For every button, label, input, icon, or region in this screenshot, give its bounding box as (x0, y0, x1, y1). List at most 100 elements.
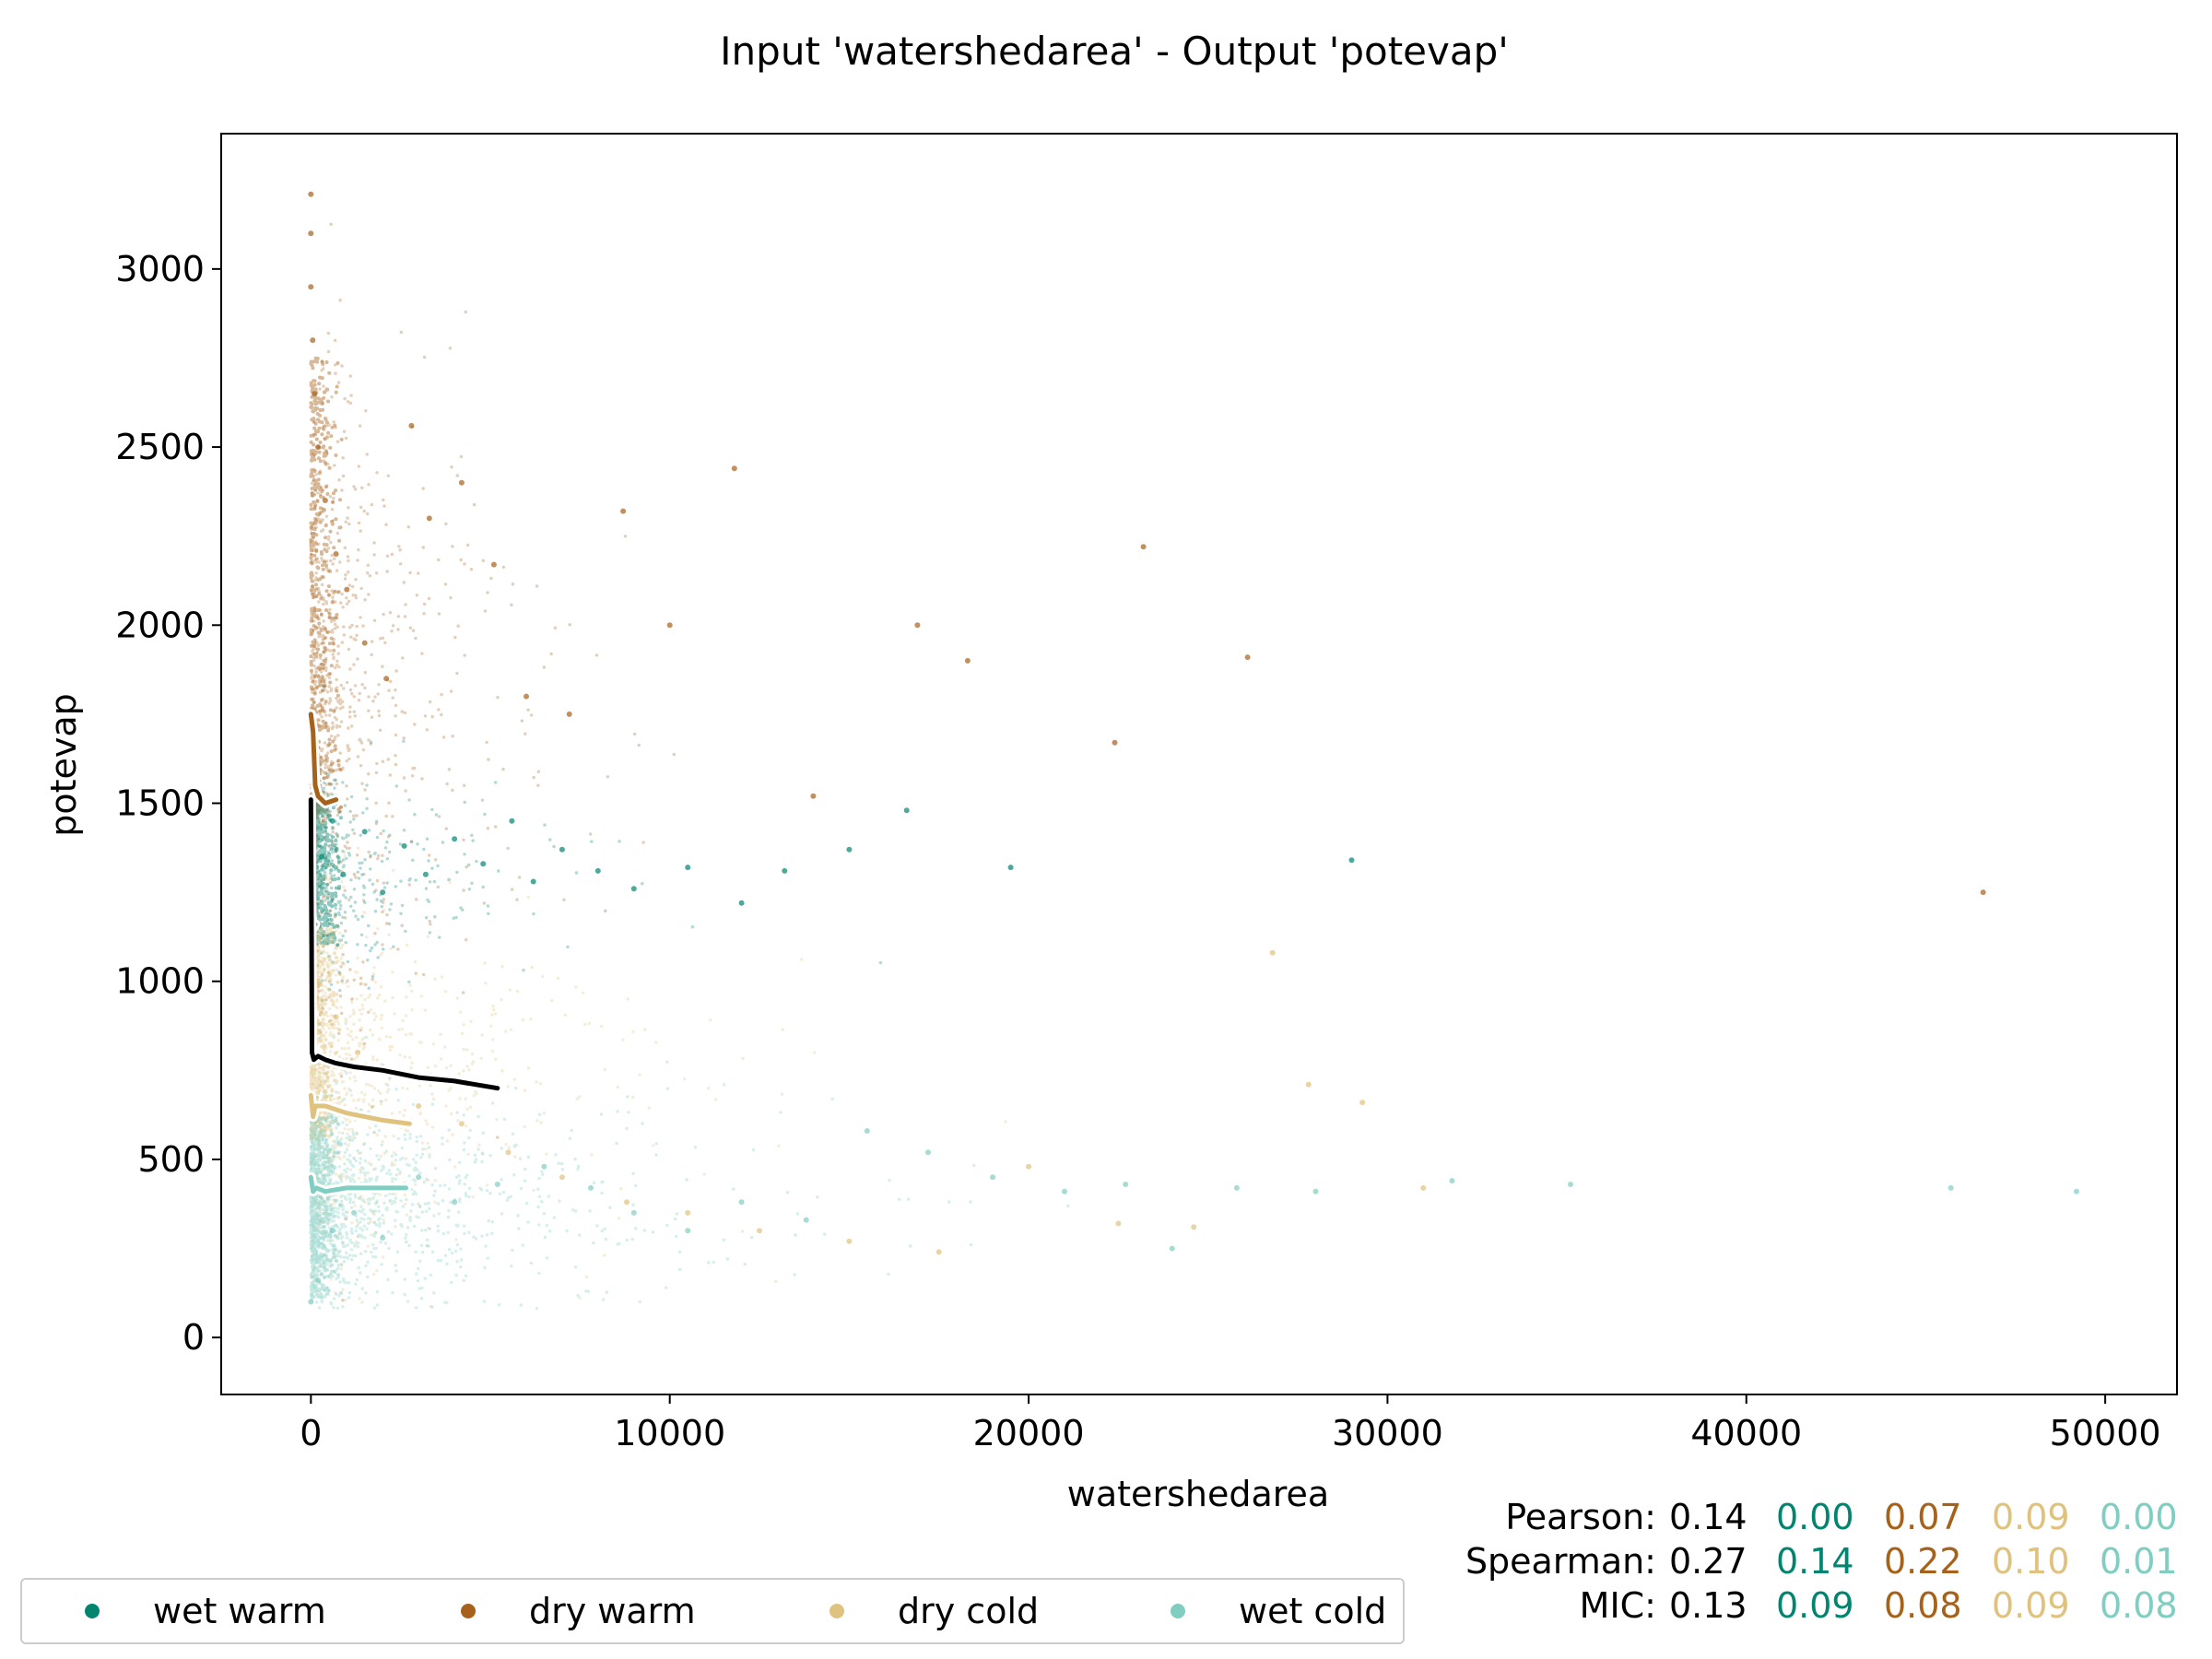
data-point-dry-warm-10 (383, 676, 390, 682)
data-point-dry-cold-15 (1191, 1224, 1197, 1230)
data-point-wet-cold-5 (416, 1174, 422, 1181)
data-point-wet-cold-18 (1123, 1182, 1129, 1187)
data-point-dry-cold-12 (935, 1249, 942, 1255)
legend-entry-dry-cold: dry cold (830, 1580, 1039, 1642)
data-point-wet-cold-6 (452, 1199, 458, 1206)
trend-lines-layer (305, 709, 503, 1197)
data-point-wet-cold-14 (864, 1128, 870, 1134)
data-point-dry-warm-8 (344, 586, 350, 593)
data-point-dry-warm-17 (620, 508, 627, 514)
x-tick-label: 30000 (1332, 1413, 1443, 1453)
stat-row-pearson: Pearson: 0.14 0.00 0.07 0.09 0.00 (1382, 1497, 2212, 1541)
y-tick-label: 3000 (115, 249, 205, 289)
data-point-wet-cold-0 (308, 1299, 314, 1305)
data-point-wet-cold-23 (1568, 1182, 1573, 1187)
data-point-wet-warm-6 (422, 871, 429, 877)
stat-spearman-dry-warm: 0.22 (1884, 1541, 1962, 1582)
y-axis-label: potevap (43, 693, 84, 837)
data-point-dry-cold-2 (355, 1050, 360, 1055)
legend-entry-dry-warm: dry warm (461, 1580, 696, 1642)
data-point-dry-warm-24 (1140, 544, 1147, 550)
data-point-dry-cold-14 (1115, 1220, 1122, 1227)
data-point-dry-cold-10 (757, 1228, 762, 1234)
legend-marker-dry-warm (461, 1604, 476, 1618)
data-point-wet-cold-8 (541, 1163, 547, 1170)
data-point-wet-cold-21 (1312, 1188, 1319, 1194)
chart-legend: wet warm dry warm dry cold wet cold (20, 1578, 1405, 1644)
data-point-wet-cold-10 (630, 1209, 637, 1216)
data-point-wet-cold-11 (685, 1228, 691, 1234)
data-point-dry-warm-1 (308, 230, 314, 237)
data-point-wet-cold-19 (1169, 1245, 1175, 1252)
stat-row-spearman: Spearman: 0.27 0.14 0.22 0.10 0.01 (1382, 1541, 2212, 1585)
data-point-dry-warm-23 (1112, 739, 1118, 746)
scatter-cloud-wet-cold (309, 1021, 1070, 1311)
data-point-wet-warm-17 (846, 846, 853, 853)
x-tick-label: 40000 (1690, 1413, 1802, 1453)
stat-pearson-wet-warm: 0.00 (1776, 1497, 1854, 1537)
data-point-dry-warm-18 (666, 622, 673, 629)
data-point-dry-warm-19 (731, 465, 737, 472)
chart-title: Input 'watershedarea' - Output 'potevap' (720, 29, 1509, 74)
correlation-stats: Pearson: 0.14 0.00 0.07 0.09 0.00 Spearm… (1382, 1497, 2212, 1653)
data-point-wet-cold-1 (315, 1277, 322, 1284)
data-point-wet-cold-9 (588, 1184, 594, 1191)
data-point-wet-warm-9 (509, 818, 515, 824)
data-point-dry-cold-8 (624, 1199, 629, 1206)
scatter-points-layer (308, 191, 2079, 1305)
data-point-wet-warm-11 (559, 846, 565, 853)
stat-mic-overall: 0.13 (1669, 1585, 1747, 1626)
data-point-dry-warm-3 (310, 337, 316, 344)
data-point-dry-warm-2 (308, 284, 314, 290)
data-point-wet-warm-19 (1007, 865, 1014, 871)
data-point-dry-cold-6 (505, 1149, 512, 1156)
data-point-dry-warm-21 (914, 622, 921, 629)
stat-spearman-overall: 0.27 (1669, 1541, 1747, 1582)
data-point-wet-warm-15 (738, 900, 745, 906)
y-tick-label: 1500 (115, 783, 205, 824)
data-point-dry-cold-17 (1305, 1081, 1312, 1088)
data-point-wet-warm-0 (319, 853, 324, 860)
x-tick-label: 10000 (614, 1413, 725, 1453)
stat-label-pearson: Pearson: (1505, 1497, 1656, 1537)
scatter-cloud-dry-warm (309, 685, 883, 1003)
data-point-wet-cold-16 (990, 1174, 996, 1181)
data-point-wet-warm-18 (903, 807, 910, 814)
y-tick-label: 0 (182, 1317, 205, 1358)
x-tick-label: 20000 (973, 1413, 1085, 1453)
axes-layer: 0 10000 20000 30000 40000 50000 0 500 1000 1500 20… (115, 133, 2178, 1453)
legend-entry-wet-warm: wet warm (85, 1580, 326, 1642)
legend-marker-wet-cold (1171, 1604, 1185, 1618)
data-point-wet-cold-13 (803, 1217, 809, 1223)
x-axis-label: watershedarea (1067, 1474, 1329, 1514)
data-point-wet-cold-12 (738, 1199, 745, 1206)
stat-spearman-dry-cold: 0.10 (1992, 1541, 2070, 1582)
data-point-dry-warm-22 (964, 657, 971, 664)
stat-label-spearman: Spearman: (1465, 1541, 1656, 1582)
data-point-dry-warm-13 (458, 479, 465, 486)
data-point-dry-cold-5 (458, 1121, 465, 1127)
data-point-wet-cold-7 (494, 1182, 500, 1187)
x-tick-label: 50000 (2050, 1413, 2161, 1453)
data-point-dry-warm-5 (315, 444, 322, 451)
y-tick-label: 2000 (115, 605, 205, 645)
data-point-dry-warm-12 (426, 515, 432, 522)
data-point-wet-warm-5 (401, 842, 407, 849)
data-point-dry-cold-11 (846, 1238, 853, 1244)
data-point-dry-warm-25 (1244, 654, 1251, 661)
stat-label-mic: MIC: (1579, 1585, 1656, 1626)
y-tick-label: 1000 (115, 961, 205, 1002)
data-point-wet-warm-3 (361, 829, 368, 835)
data-point-wet-warm-1 (329, 818, 335, 824)
data-point-dry-warm-4 (312, 391, 318, 397)
data-point-dry-cold-9 (685, 1209, 691, 1216)
data-point-dry-warm-0 (308, 191, 314, 197)
y-tick-label: 500 (137, 1139, 205, 1180)
data-point-wet-warm-13 (630, 886, 637, 892)
legend-label-dry-cold: dry cold (898, 1591, 1040, 1631)
trend-line-dry-warm (308, 712, 339, 806)
stat-pearson-overall: 0.14 (1669, 1497, 1747, 1537)
legend-marker-wet-warm (85, 1604, 100, 1618)
